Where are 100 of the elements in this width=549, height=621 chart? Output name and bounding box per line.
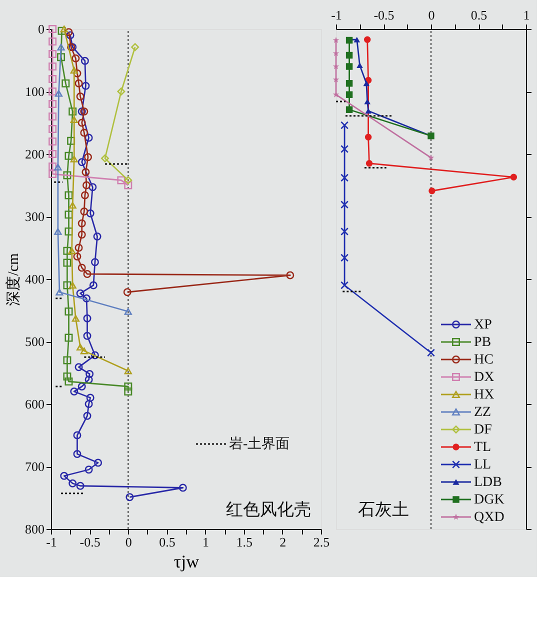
point (80, 56, 89, 65)
point (80, 128, 88, 137)
point (88, 183, 97, 192)
point (48, 74, 57, 84)
point (68, 282, 76, 289)
point (48, 137, 57, 146)
point (76, 92, 84, 100)
point (123, 288, 132, 296)
point (63, 281, 72, 290)
point (78, 219, 86, 228)
point (83, 270, 92, 278)
point (340, 281, 349, 290)
point (332, 36, 340, 43)
point (117, 176, 126, 184)
point (48, 100, 57, 108)
point (70, 156, 78, 162)
point (76, 344, 84, 351)
point (72, 314, 80, 322)
point (74, 244, 83, 252)
point (363, 80, 370, 86)
point (68, 247, 76, 254)
point (100, 154, 110, 162)
point (426, 348, 436, 357)
legend-label: 岩-土界面 (229, 436, 290, 452)
legend-label: QXD (474, 510, 504, 525)
point (93, 232, 102, 240)
point (58, 26, 66, 35)
point (94, 458, 102, 467)
point (86, 370, 94, 378)
point (54, 90, 63, 97)
point (48, 87, 57, 96)
point (86, 209, 94, 218)
point (70, 388, 78, 396)
x-tick-label: 0 (428, 8, 435, 22)
x-tick-label: 2 (280, 534, 286, 550)
point (73, 252, 82, 260)
point (64, 227, 73, 236)
point (78, 264, 86, 272)
point (68, 107, 77, 116)
point (131, 43, 140, 52)
point (178, 484, 187, 492)
point (84, 134, 93, 142)
point (346, 91, 353, 98)
legend-label: DX (474, 370, 494, 385)
x-tick-label: -1 (331, 8, 342, 22)
point (74, 363, 83, 372)
x-tick-label: 0.5 (159, 534, 176, 550)
y-tick-label: 200 (25, 146, 44, 162)
point (48, 124, 57, 134)
x-tick-label: 0 (125, 534, 132, 550)
point (64, 334, 73, 342)
point (64, 28, 73, 36)
legend-label: DF (474, 422, 492, 438)
point (73, 431, 82, 440)
x-tick-label: -0.5 (374, 8, 394, 22)
point (63, 171, 72, 180)
y-tick-label: 300 (25, 209, 44, 224)
point (48, 37, 57, 46)
legend-label: ZZ (474, 405, 492, 420)
point (78, 382, 86, 390)
point (78, 230, 86, 239)
point (64, 152, 73, 160)
point (346, 63, 353, 70)
point (70, 116, 78, 124)
y-tick-label: 800 (25, 522, 44, 536)
y-axis-title: 深度/cm (5, 252, 22, 306)
legend-label: PB (474, 335, 492, 350)
point (428, 154, 434, 160)
point (90, 351, 99, 360)
x-tick-label: -0.5 (80, 534, 100, 550)
point (70, 66, 78, 74)
point (124, 367, 132, 374)
point (68, 479, 77, 488)
point (48, 24, 57, 34)
point (60, 26, 68, 32)
legend-label: LL (474, 458, 492, 472)
point (48, 50, 57, 58)
point (428, 188, 436, 194)
legend-label: DGK (474, 492, 504, 508)
point (80, 347, 88, 354)
point (124, 387, 132, 396)
point (83, 332, 92, 340)
y-tick-label: 400 (25, 272, 44, 286)
point (57, 53, 66, 62)
point (78, 108, 86, 116)
point (90, 258, 99, 266)
point (82, 168, 90, 176)
point (340, 144, 349, 154)
point (82, 181, 90, 190)
point (78, 158, 86, 166)
point (346, 52, 353, 59)
point (365, 108, 372, 114)
legend-label: TL (474, 440, 492, 455)
point (84, 466, 93, 474)
legend-label: HC (474, 352, 494, 368)
legend-label: HX (474, 388, 494, 402)
point (364, 134, 372, 140)
legend-label: XP (474, 318, 492, 332)
point (62, 79, 70, 88)
point (74, 79, 83, 88)
